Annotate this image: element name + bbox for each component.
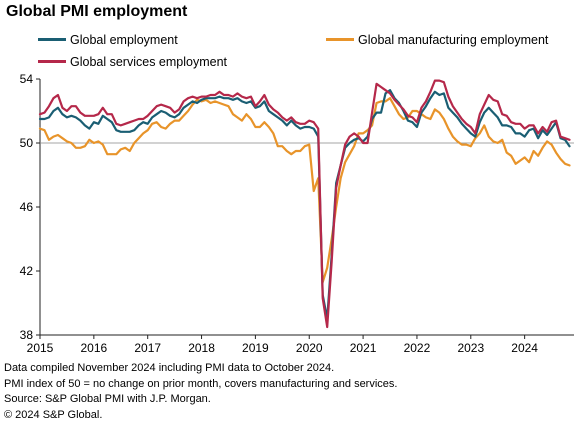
chart-title: Global PMI employment xyxy=(6,3,188,20)
y-tick-label-50: 50 xyxy=(20,136,34,150)
legend-label-global-services-employment: Global services employment xyxy=(70,55,228,69)
y-tick-label-42: 42 xyxy=(20,264,34,278)
legend-item-global-services-employment: Global services employment xyxy=(38,54,227,70)
footnote-pmi-definition: PMI index of 50 = no change on prior mon… xyxy=(4,377,398,390)
x-tick-label-2016: 2016 xyxy=(80,341,107,355)
x-tick-label-2018: 2018 xyxy=(188,341,215,355)
series-line-global-manufacturing-employment xyxy=(38,97,571,284)
x-tick-label-2017: 2017 xyxy=(134,341,161,355)
x-tick-label-2020: 2020 xyxy=(296,341,323,355)
y-tick-label-54: 54 xyxy=(20,72,34,86)
legend-item-global-manufacturing-employment: Global manufacturing employment xyxy=(326,32,548,48)
x-tick-label-2023: 2023 xyxy=(457,341,484,355)
x-tick-label-2019: 2019 xyxy=(242,341,269,355)
series-line-global-services-employment xyxy=(38,79,571,329)
x-tick-label-2024: 2024 xyxy=(511,341,538,355)
y-tick-label-38: 38 xyxy=(20,328,34,342)
footnote-source: Source: S&P Global PMI with J.P. Morgan. xyxy=(4,393,211,405)
x-tick-label-2022: 2022 xyxy=(404,341,431,355)
legend-item-global-employment: Global employment xyxy=(38,32,178,48)
series-line-global-employment xyxy=(38,89,571,321)
legend-label-global-employment: Global employment xyxy=(70,33,178,47)
legend-swatch-global-employment xyxy=(38,38,66,42)
footnote-data-compiled: Data compiled November 2024 including PM… xyxy=(4,362,335,374)
footnote-copyright: © 2024 S&P Global. xyxy=(4,408,103,421)
legend-swatch-global-services-employment xyxy=(38,60,66,64)
legend-label-global-manufacturing-employment: Global manufacturing employment xyxy=(358,33,549,47)
y-tick-label-46: 46 xyxy=(20,200,34,214)
x-tick-label-2021: 2021 xyxy=(350,341,377,355)
x-tick-label-2015: 2015 xyxy=(27,341,54,355)
footnotes: Data compiled November 2024 including PM… xyxy=(4,361,397,423)
legend-swatch-global-manufacturing-employment xyxy=(326,38,354,42)
